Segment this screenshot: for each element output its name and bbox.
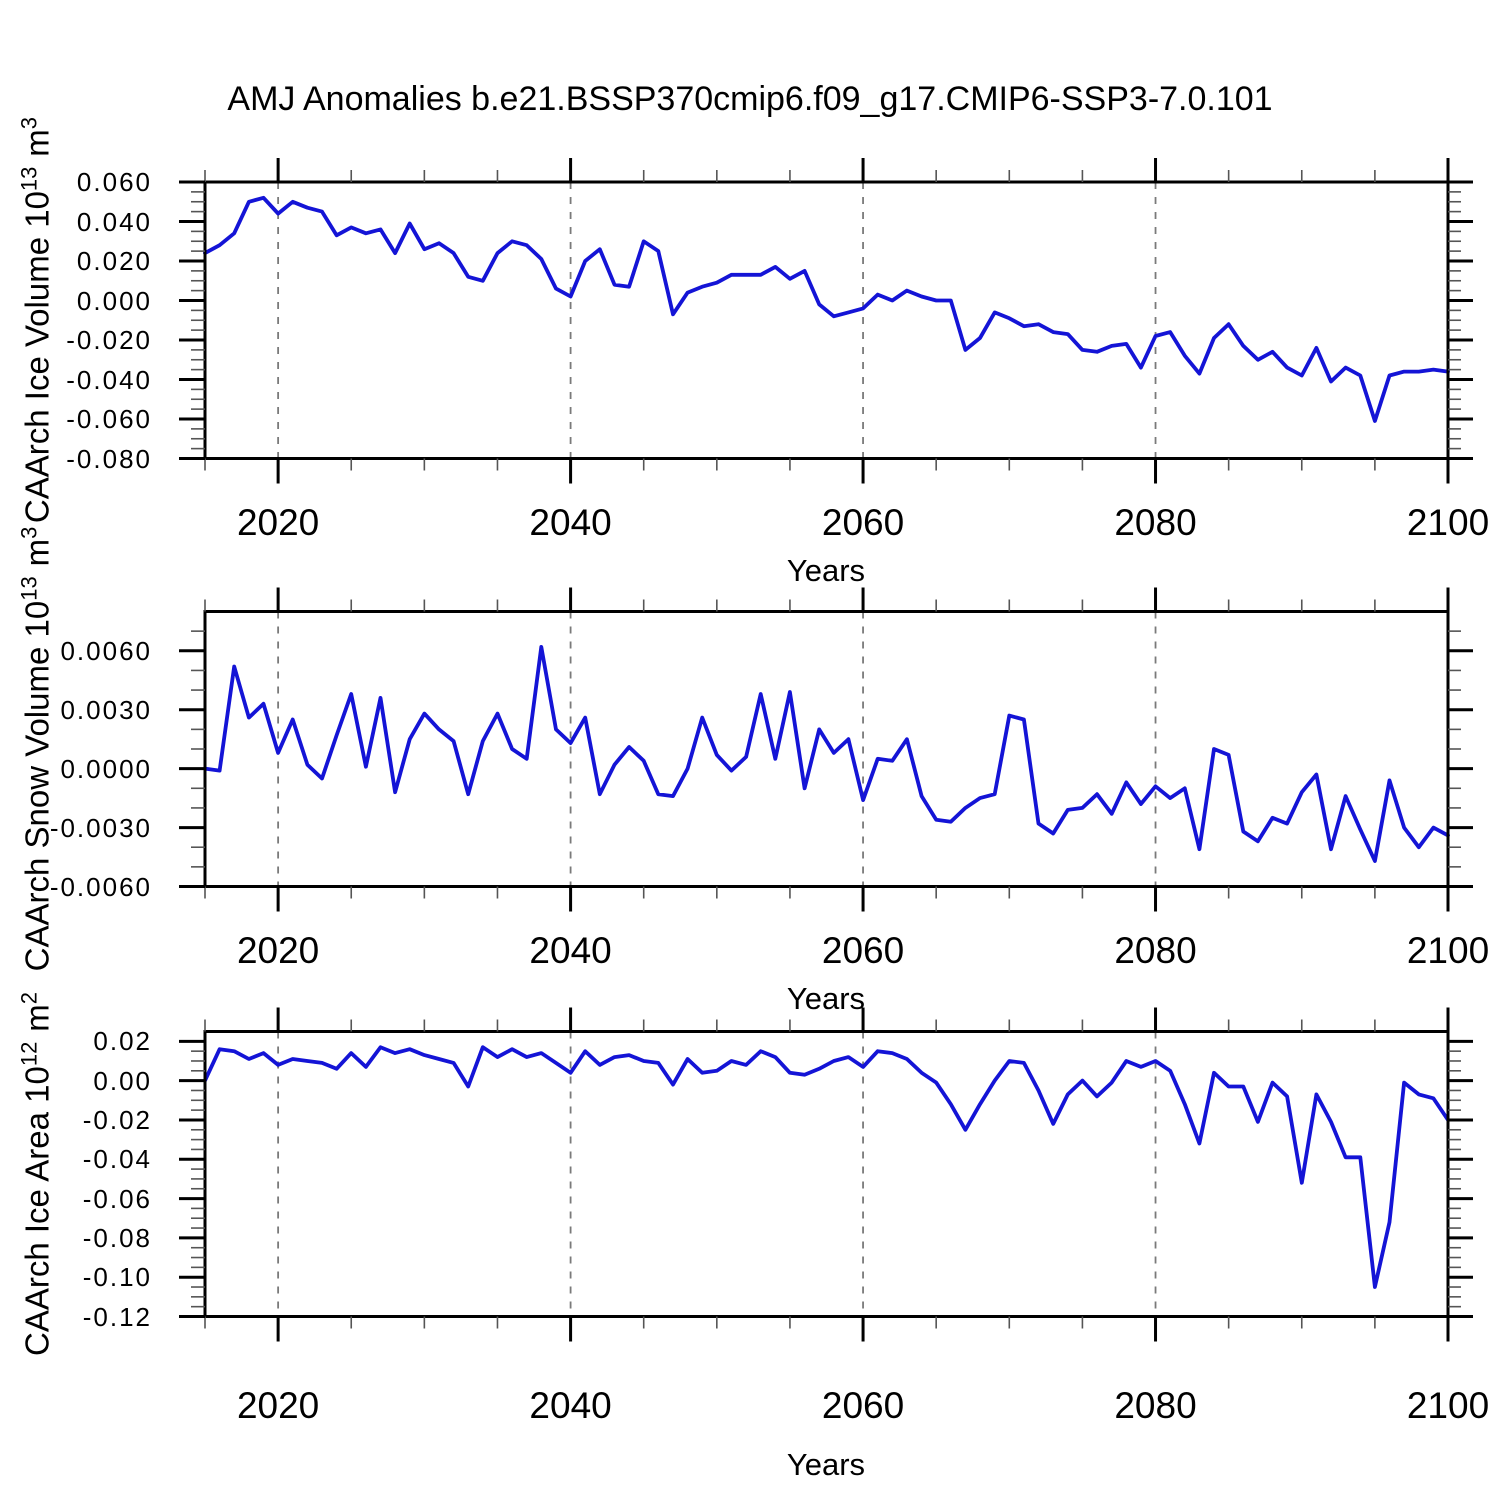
plot-box-panel-3 [203, 1030, 1450, 1318]
data-line-caarch-snow-volume [203, 645, 1450, 863]
y-axis-label-unit-exponent: 3 [16, 526, 42, 539]
x-tick-label-2040: 2040 [529, 930, 612, 971]
y-tick-label-0.0030: 0.0030 [60, 694, 152, 725]
y-tick-label--0.020: -0.020 [66, 325, 152, 355]
y-axis-label-exponent: 13 [16, 576, 42, 601]
x-tick-label-2100: 2100 [1406, 502, 1490, 543]
y-axis-label-unit: m [18, 538, 56, 567]
y-axis-label-unit: m [18, 129, 56, 157]
x-tick-label-2060: 2060 [821, 502, 905, 543]
y-tick-label-0.0000: 0.0000 [60, 753, 152, 784]
data-line-caarch-ice-area [203, 1045, 1450, 1289]
plot-box-panel-2 [203, 610, 1450, 888]
y-axis-label-unit-exponent: 2 [16, 992, 42, 1005]
x-tick-label-2020: 2020 [236, 1385, 320, 1426]
chart-title: AMJ Anomalies b.e21.BSSP370cmip6.f09_g17… [227, 80, 1273, 118]
y-tick-label--0.12: -0.12 [82, 1301, 152, 1332]
x-tick-label-2100: 2100 [1406, 930, 1490, 971]
x-tick-label-2080: 2080 [1114, 502, 1197, 543]
y-axis-label-text: CAArch Ice Volume 10 [18, 191, 56, 524]
y-tick-label-0.0060: 0.0060 [60, 635, 152, 666]
y-tick-label-0.00: 0.00 [93, 1065, 152, 1096]
y-tick-label-0.040: 0.040 [76, 206, 152, 237]
x-axis-label-panel-1: Years [786, 553, 866, 588]
x-tick-label-2040: 2040 [529, 502, 612, 543]
x-tick-label-2080: 2080 [1114, 930, 1197, 971]
y-tick-label--0.06: -0.06 [82, 1183, 152, 1214]
y-tick-label--0.040: -0.040 [66, 364, 152, 395]
y-tick-label--0.10: -0.10 [82, 1262, 152, 1293]
x-axis-label-panel-3: Years [786, 1447, 866, 1482]
y-tick-label--0.080: -0.080 [66, 443, 152, 474]
y-tick-label--0.04: -0.04 [82, 1144, 152, 1175]
y-tick-label-0.02: 0.02 [93, 1026, 152, 1057]
x-axis-label-panel-2: Years [786, 981, 866, 1016]
y-tick-label-0.060: 0.060 [76, 167, 152, 197]
x-tick-label-2060: 2060 [821, 930, 905, 971]
x-tick-label-2020: 2020 [236, 930, 320, 971]
x-tick-label-2080: 2080 [1114, 1385, 1197, 1426]
x-tick-label-2040: 2040 [529, 1385, 612, 1426]
y-tick-label--0.08: -0.08 [82, 1222, 152, 1253]
x-tick-label-2020: 2020 [236, 502, 320, 543]
y-tick-label--0.060: -0.060 [66, 404, 152, 434]
y-tick-label-0.000: 0.000 [76, 285, 152, 316]
plot-box-panel-1 [203, 180, 1450, 460]
y-tick-label--0.0030: -0.0030 [49, 812, 152, 843]
data-line-caarch-ice-volume [203, 195, 1450, 423]
x-tick-label-2100: 2100 [1406, 1385, 1490, 1426]
y-tick-label--0.0060: -0.0060 [49, 871, 152, 902]
y-tick-label--0.02: -0.02 [82, 1104, 152, 1135]
y-tick-label-0.020: 0.020 [76, 246, 152, 276]
y-axis-label-unit-exponent: 3 [16, 116, 42, 130]
x-tick-label-2060: 2060 [821, 1385, 905, 1426]
